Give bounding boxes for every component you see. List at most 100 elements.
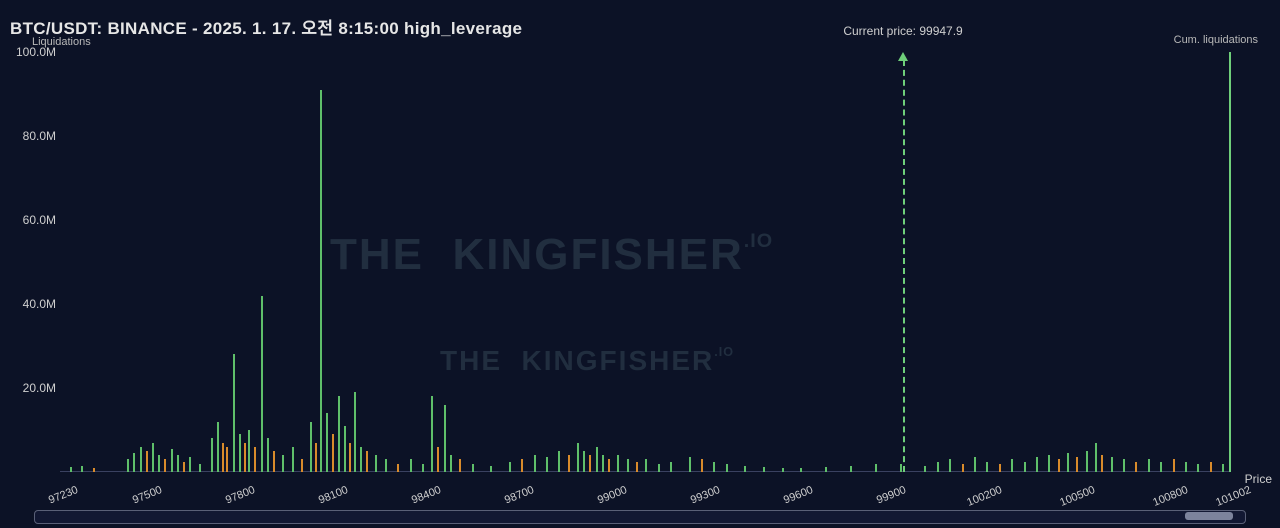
liquidation-bar xyxy=(222,443,224,472)
liquidation-bar xyxy=(534,455,536,472)
x-tick: 98400 xyxy=(410,484,443,507)
liquidation-bar xyxy=(133,453,135,472)
liquidation-bar xyxy=(800,468,802,472)
x-tick: 97230 xyxy=(47,484,80,507)
liquidation-bar xyxy=(670,462,672,473)
liquidation-bar xyxy=(315,443,317,472)
y-tick: 80.0M xyxy=(12,129,56,143)
liquidation-bar xyxy=(360,447,362,472)
liquidation-bar xyxy=(546,457,548,472)
liquidation-bar xyxy=(1185,462,1187,473)
liquidation-bar xyxy=(763,467,765,472)
liquidation-bar xyxy=(437,447,439,472)
liquidation-bar xyxy=(1123,459,1125,472)
liquidation-bar xyxy=(127,459,129,472)
liquidation-bar xyxy=(349,443,351,472)
liquidation-bar xyxy=(1210,462,1212,473)
liquidation-bar xyxy=(199,464,201,472)
liquidation-bar xyxy=(338,396,340,472)
plot-area[interactable]: Price 100.0M80.0M60.0M40.0M20.0M97230975… xyxy=(60,52,1230,472)
x-tick: 99000 xyxy=(596,484,629,507)
liquidation-bar xyxy=(689,457,691,472)
liquidation-bar xyxy=(81,466,83,472)
liquidation-bar xyxy=(596,447,598,472)
y-axis-right-label: Cum. liquidations xyxy=(1174,34,1258,46)
liquidation-bar xyxy=(385,459,387,472)
liquidation-bar xyxy=(226,447,228,472)
scrollbar-thumb[interactable] xyxy=(1185,512,1233,520)
liquidation-bar xyxy=(1076,457,1078,472)
liquidation-bar xyxy=(617,455,619,472)
liquidation-bar xyxy=(164,459,166,472)
liquidation-bar xyxy=(558,451,560,472)
x-tick: 99300 xyxy=(689,484,722,507)
current-price-line xyxy=(903,60,905,472)
liquidation-bar xyxy=(1197,464,1199,472)
liquidation-bar xyxy=(410,459,412,472)
liquidation-bar xyxy=(782,468,784,472)
liquidation-bar xyxy=(1058,459,1060,472)
liquidation-bar xyxy=(344,426,346,472)
liquidation-bar xyxy=(568,455,570,472)
liquidation-bar xyxy=(93,468,95,472)
liquidation-bar xyxy=(301,459,303,472)
x-tick: 100500 xyxy=(1059,484,1098,509)
liquidation-bar xyxy=(1011,459,1013,472)
liquidation-bar xyxy=(1160,462,1162,473)
liquidation-bar xyxy=(1135,462,1137,473)
liquidation-bar xyxy=(189,457,191,472)
liquidation-bar xyxy=(521,459,523,472)
liquidation-bar xyxy=(177,455,179,472)
liquidation-bar xyxy=(472,464,474,472)
liquidation-bar xyxy=(152,443,154,472)
liquidation-bar xyxy=(1024,462,1026,473)
liquidation-bar xyxy=(645,459,647,472)
liquidation-bar xyxy=(999,464,1001,472)
liquidation-bar xyxy=(171,449,173,472)
liquidation-bar xyxy=(608,459,610,472)
liquidation-bar xyxy=(962,464,964,472)
liquidation-bar xyxy=(509,462,511,473)
liquidation-bar xyxy=(320,90,322,472)
liquidation-bar xyxy=(1222,464,1224,472)
x-tick: 98100 xyxy=(317,484,350,507)
x-tick: 99600 xyxy=(782,484,815,507)
liquidation-bar xyxy=(310,422,312,472)
liquidation-bar xyxy=(140,447,142,472)
liquidation-bar xyxy=(158,455,160,472)
y-tick: 40.0M xyxy=(12,297,56,311)
liquidation-bar xyxy=(244,443,246,472)
liquidation-bar xyxy=(397,464,399,472)
liquidation-bar xyxy=(459,459,461,472)
liquidation-bar xyxy=(326,413,328,472)
horizontal-scrollbar[interactable] xyxy=(34,510,1246,524)
cumulative-liquidations-line xyxy=(1229,52,1231,472)
liquidation-bar xyxy=(875,464,877,472)
y-tick: 60.0M xyxy=(12,213,56,227)
liquidation-bar xyxy=(924,466,926,472)
liquidation-bar xyxy=(366,451,368,472)
liquidation-bar xyxy=(825,467,827,472)
liquidation-chart: BTC/USDT: BINANCE - 2025. 1. 17. 오전 8:15… xyxy=(0,0,1280,528)
liquidation-bar xyxy=(1148,459,1150,472)
liquidation-bar xyxy=(267,438,269,472)
liquidation-bar xyxy=(658,464,660,472)
liquidation-bar xyxy=(1086,451,1088,472)
liquidation-bar xyxy=(292,447,294,472)
liquidation-bar xyxy=(937,462,939,473)
liquidation-bar xyxy=(422,464,424,472)
liquidation-bar xyxy=(974,457,976,472)
liquidation-bar xyxy=(239,434,241,472)
x-tick: 97500 xyxy=(131,484,164,507)
liquidation-bar xyxy=(273,451,275,472)
liquidation-bar xyxy=(490,466,492,472)
liquidation-bar xyxy=(1048,455,1050,472)
liquidation-bar xyxy=(900,464,902,472)
liquidation-bar xyxy=(627,459,629,472)
liquidation-bar xyxy=(726,464,728,472)
liquidation-bar xyxy=(577,443,579,472)
liquidation-bar xyxy=(1067,453,1069,472)
liquidation-bar xyxy=(1036,457,1038,472)
x-axis-label: Price xyxy=(1245,472,1272,486)
liquidation-bar xyxy=(254,447,256,472)
